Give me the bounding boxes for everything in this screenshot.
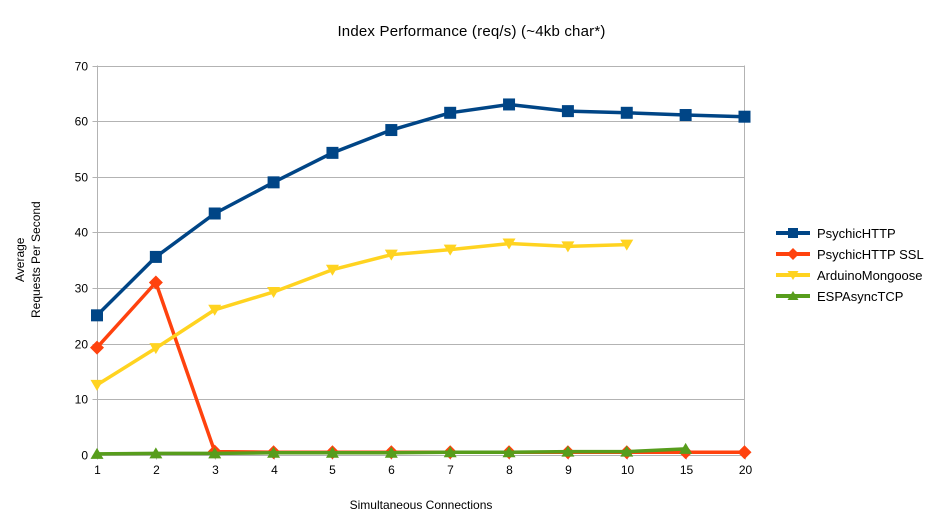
y-tick-label: 50	[75, 171, 89, 185]
x-tick-label: 1	[94, 463, 101, 477]
square-marker	[267, 176, 280, 189]
triangle-down-marker	[620, 239, 634, 251]
triangle-up-marker	[679, 442, 693, 454]
triangle-down-marker	[561, 241, 575, 253]
diamond-marker	[148, 275, 163, 290]
x-tick-label: 8	[506, 463, 513, 477]
series-line-arduinomongoose	[95, 241, 629, 387]
diamond-marker	[90, 340, 104, 355]
square-marker	[208, 207, 221, 220]
x-tick-label: 7	[447, 463, 454, 477]
x-tick-label: 20	[739, 463, 753, 477]
legend-label: PsychicHTTP SSL	[817, 246, 924, 262]
triangle-up-marker	[149, 447, 163, 459]
y-tick-label: 60	[75, 115, 89, 129]
triangle-down-marker	[502, 238, 516, 250]
x-tick-label: 15	[680, 463, 694, 477]
x-tick-label: 6	[388, 463, 395, 477]
triangle-down-marker	[384, 249, 398, 261]
triangle-up-legend-swatch	[776, 291, 810, 300]
x-tick-label: 5	[329, 463, 336, 477]
square-marker	[620, 106, 633, 119]
legend-item-espasynctcp: ESPAsyncTCP	[776, 287, 924, 305]
legend-item-arduinomongoose: ArduinoMongoose	[776, 266, 924, 284]
square-marker	[444, 106, 457, 119]
triangle-up-marker	[443, 446, 457, 458]
triangle-down-marker	[149, 343, 163, 355]
triangle-down-legend-swatch	[776, 271, 810, 280]
x-tick-label: 10	[621, 463, 635, 477]
diamond-marker	[737, 445, 752, 460]
legend-label: ArduinoMongoose	[817, 267, 923, 283]
y-tick-label: 0	[81, 449, 88, 463]
square-legend-swatch	[776, 228, 810, 238]
diamond-legend-swatch	[776, 248, 810, 260]
y-tick-label: 30	[75, 282, 89, 296]
square-marker	[503, 98, 516, 111]
chart-title: Index Performance (req/s) (~4kb char*)	[337, 23, 606, 40]
triangle-up-marker	[502, 446, 516, 458]
legend-item-psychichttp: PsychicHTTP	[776, 224, 924, 242]
triangle-down-marker	[267, 286, 281, 298]
y-tick-label: 40	[75, 226, 89, 240]
legend: PsychicHTTP PsychicHTTP SSL ArduinoMongoos…	[776, 224, 924, 305]
triangle-down-marker	[208, 304, 222, 316]
y-tick-label: 10	[75, 393, 89, 407]
legend-item-psychichttp-ssl: PsychicHTTP SSL	[776, 245, 924, 263]
square-marker	[385, 124, 398, 137]
triangle-up-marker	[620, 445, 634, 457]
legend-label: PsychicHTTP	[817, 225, 896, 241]
triangle-up-marker	[561, 445, 575, 457]
square-marker	[738, 110, 751, 123]
triangle-up-marker	[325, 446, 339, 458]
square-marker	[149, 250, 162, 263]
square-marker	[561, 105, 574, 118]
x-tick-label: 2	[153, 463, 160, 477]
legend-label: ESPAsyncTCP	[817, 288, 904, 304]
y-tick-label: 20	[75, 338, 89, 352]
x-axis-title: Simultaneous Connections	[349, 498, 493, 512]
triangle-down-marker	[325, 264, 339, 276]
triangle-up-marker	[208, 447, 222, 459]
triangle-down-marker	[443, 244, 457, 256]
triangle-up-marker	[384, 446, 398, 458]
x-tick-label: 9	[565, 463, 572, 477]
square-marker	[326, 146, 339, 159]
square-marker	[679, 109, 692, 122]
x-tick-label: 4	[271, 463, 278, 477]
square-marker	[91, 309, 103, 322]
triangle-up-marker	[90, 447, 104, 459]
series-line-psychichttp	[95, 102, 747, 318]
triangle-up-marker	[267, 446, 281, 458]
x-tick-label: 3	[212, 463, 219, 477]
series-line-psychichttp-ssl	[95, 280, 747, 454]
y-tick-label: 70	[75, 60, 89, 74]
triangle-down-marker	[90, 379, 104, 391]
